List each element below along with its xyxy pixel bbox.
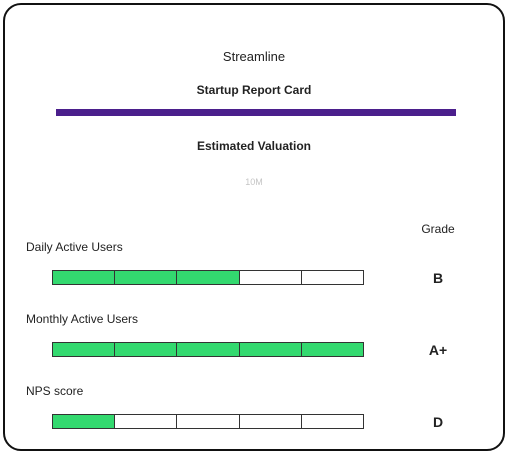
valuation-label: Estimated Valuation (196, 139, 312, 153)
bar-segment-empty (177, 415, 240, 428)
bar-segment-filled (53, 343, 116, 356)
bar-segment-filled (53, 415, 116, 428)
bar-segment-empty (301, 271, 364, 284)
bar-segment-empty (301, 415, 364, 428)
bar-segment-filled (239, 343, 302, 356)
metric-bar-nps-score (52, 414, 364, 429)
accent-divider (56, 109, 456, 116)
bar-segment-filled (177, 343, 240, 356)
bar-segment-filled (177, 271, 240, 284)
grade-daily-active-users: B (432, 270, 444, 286)
valuation-value: 10M (245, 177, 263, 187)
report-title: Startup Report Card (196, 83, 312, 97)
bar-segment-empty (115, 415, 178, 428)
metric-bar-monthly-active-users (52, 342, 364, 357)
metric-label-daily-active-users: Daily Active Users (26, 240, 123, 254)
metric-label-nps-score: NPS score (26, 384, 84, 398)
bar-segment-empty (239, 271, 302, 284)
grade-nps-score: D (432, 414, 444, 430)
bar-segment-empty (239, 415, 302, 428)
grade-column-header: Grade (421, 222, 455, 236)
grade-monthly-active-users: A+ (428, 342, 448, 358)
bar-segment-filled (115, 343, 178, 356)
metric-label-monthly-active-users: Monthly Active Users (26, 312, 139, 326)
report-card: Streamline Startup Report Card Estimated… (3, 3, 505, 451)
bar-segment-filled (53, 271, 116, 284)
bar-segment-filled (301, 343, 364, 356)
metric-bar-daily-active-users (52, 270, 364, 285)
bar-segment-filled (115, 271, 178, 284)
company-name: Streamline (222, 49, 286, 64)
